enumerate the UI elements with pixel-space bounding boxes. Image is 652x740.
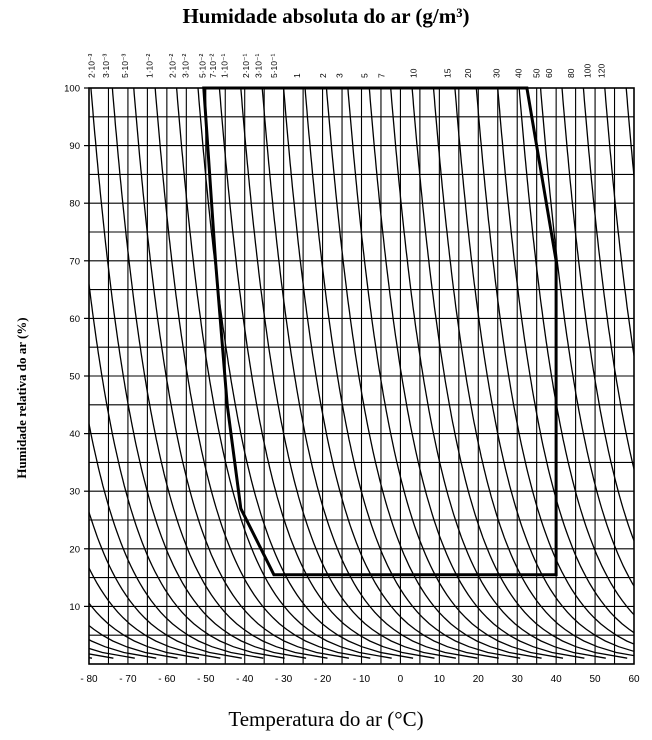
top-axis-label: 20 — [463, 68, 473, 78]
humidity-curve — [625, 88, 634, 184]
x-tick-label: 40 — [551, 674, 563, 685]
top-axis-label: 120 — [597, 64, 607, 78]
top-axis-label: 15 — [443, 68, 453, 78]
humidity-curve — [89, 279, 285, 659]
humidity-curve — [390, 88, 606, 659]
x-tick-label: - 40 — [236, 674, 254, 685]
x-tick-label: - 10 — [353, 674, 371, 685]
humidity-curve — [539, 88, 634, 588]
y-tick-label: 90 — [69, 141, 80, 152]
humidity-curve — [325, 88, 542, 659]
humidity-curve — [89, 647, 135, 659]
top-axis-label: 3·10⁻² — [181, 54, 191, 78]
grid — [89, 88, 634, 664]
y-ticks — [84, 87, 89, 608]
y-tick-label: 80 — [69, 199, 80, 210]
top-axis-label: 3 — [335, 73, 345, 78]
top-axis-label: 50 — [531, 68, 541, 78]
humidity-curve — [89, 420, 264, 659]
humidity-curve — [454, 88, 634, 653]
humidity-curve — [89, 653, 114, 659]
humidity-curve — [518, 88, 634, 616]
x-tick-label: - 70 — [119, 674, 137, 685]
y-tick-label: 20 — [69, 544, 80, 555]
top-axis-label: 3·10⁻³ — [101, 54, 111, 78]
humidity-curve — [111, 88, 328, 659]
y-tick-label: 60 — [69, 314, 80, 325]
chart-title: Humidade absoluta do ar (g/m³) — [182, 4, 470, 28]
humidity-curve — [0, 88, 71, 658]
top-axis-label: 5 — [360, 73, 370, 78]
humidity-curve — [582, 88, 634, 472]
x-tick-label: 30 — [512, 674, 524, 685]
comfort-zone-outline — [202, 86, 558, 577]
x-tick-label: - 60 — [158, 674, 176, 685]
x-tick-label: - 30 — [275, 674, 293, 685]
x-tick-label: - 50 — [197, 674, 215, 685]
top-axis-label: 40 — [513, 68, 523, 78]
x-tick-label: - 80 — [80, 674, 98, 685]
top-axis-label: 1 — [292, 73, 302, 78]
humidity-curve — [261, 88, 478, 659]
humidity-curve — [561, 88, 634, 543]
y-tick-label: 100 — [64, 84, 80, 95]
humidity-curve — [432, 88, 634, 657]
top-axis-label: 2·10⁻¹ — [241, 54, 251, 78]
humidity-curve — [89, 602, 200, 659]
humidity-curve — [89, 509, 242, 659]
x-tick-label: 0 — [398, 674, 404, 685]
humidity-curve — [90, 88, 307, 659]
y-tick-label: 50 — [69, 372, 80, 383]
humidity-curve — [218, 88, 435, 659]
top-axis-label: 5·10⁻² — [197, 54, 207, 78]
top-axis-label: 10 — [409, 68, 419, 78]
top-axis-label: 100 — [583, 64, 593, 78]
top-axis-label: 5·10⁻³ — [120, 54, 130, 78]
top-axis-label: 1·10⁻² — [145, 54, 155, 78]
top-axis-label: 60 — [544, 68, 554, 78]
humidity-curve — [604, 88, 634, 360]
curves — [0, 88, 634, 659]
top-axis-label: 2 — [318, 73, 328, 78]
humidity-curve — [497, 88, 634, 634]
humidity-curve — [154, 88, 371, 659]
humidity-curve — [411, 88, 628, 659]
top-axis-label: 7 — [376, 73, 386, 78]
top-axis-label: 3·10⁻¹ — [253, 54, 263, 78]
y-tick-label: 10 — [69, 602, 80, 613]
humidity-curve — [475, 88, 634, 645]
y-tick-label: 70 — [69, 256, 80, 267]
y-tick-label: 40 — [69, 429, 80, 440]
humidity-curve — [347, 88, 564, 659]
humidity-curve — [175, 88, 392, 659]
humidity-curve — [368, 88, 585, 659]
top-axis-label: 2·10⁻³ — [86, 54, 96, 78]
top-axis-label: 1·10⁻¹ — [220, 54, 230, 78]
x-tick-label: 20 — [473, 674, 485, 685]
top-axis-label: 5·10⁻¹ — [269, 54, 279, 78]
humidity-curve — [282, 88, 499, 659]
humidity-curve — [133, 88, 350, 659]
x-tick-label: 60 — [628, 674, 640, 685]
y-tick-label: 30 — [69, 487, 80, 498]
x-tick-label: - 20 — [314, 674, 332, 685]
top-axis-label: 7·10⁻² — [208, 54, 218, 78]
top-axis-label: 80 — [566, 68, 576, 78]
humidity-curve — [197, 88, 414, 659]
top-axis-label: 30 — [492, 68, 502, 78]
x-tick-label: 50 — [590, 674, 602, 685]
x-tick-label: 10 — [434, 674, 446, 685]
x-axis-label: Temperatura do ar (°C) — [228, 707, 424, 731]
top-axis-label: 2·10⁻² — [167, 54, 177, 78]
humidity-curve — [240, 88, 457, 659]
humidity-curve — [304, 88, 521, 659]
